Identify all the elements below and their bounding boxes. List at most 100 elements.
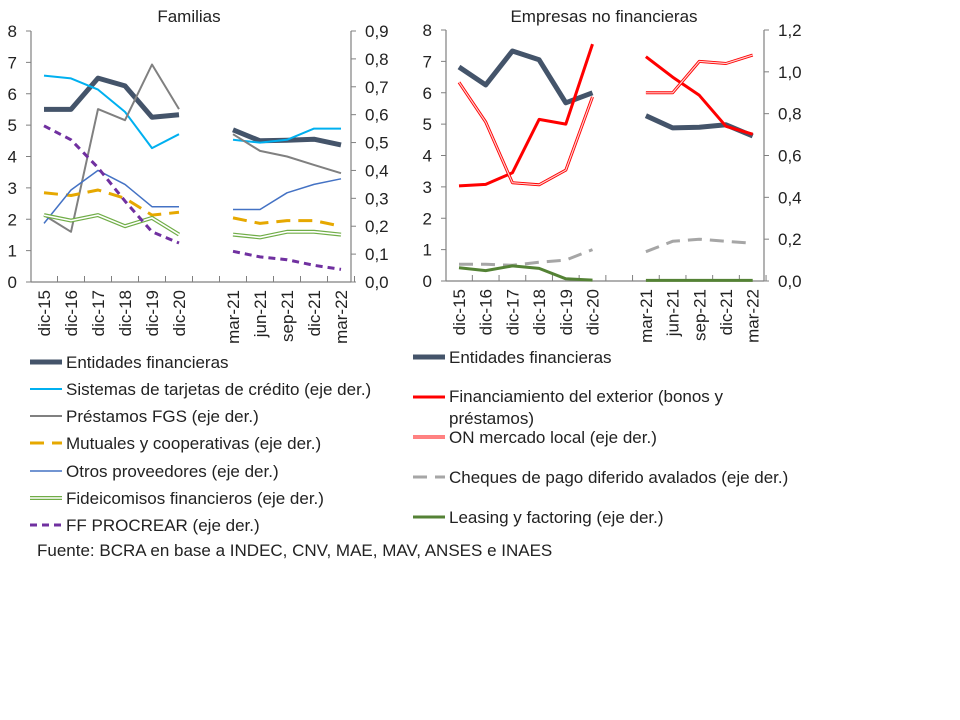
chart-0: Familias 0 1 2 3 4 5 6 7 8 0,0 0,1 0,2 0,3 0,4 0,5 0,6 0,… (8, 7, 389, 535)
x-tick-label: mar-22 (332, 290, 351, 344)
series-line (457, 48, 754, 139)
series-segment (43, 213, 181, 237)
legend-label: Otros proveedores (eje der.) (66, 462, 279, 481)
right-tick-label: 1,0 (778, 63, 802, 82)
legend-label: FF PROCREAR (eje der.) (66, 516, 260, 535)
x-tick-label: dic-17 (503, 289, 522, 335)
right-tick-label: 0,4 (778, 188, 802, 207)
left-tick-label: 7 (423, 52, 432, 71)
left-tick-label: 0 (423, 272, 432, 291)
x-tick-label: dic-21 (717, 289, 736, 335)
x-tick-label: jun-21 (251, 290, 270, 338)
series-segment (43, 124, 180, 245)
right-tick-label: 0,0 (365, 273, 389, 292)
chart-title: Empresas no financieras (510, 7, 697, 26)
x-tick-label: mar-21 (224, 290, 243, 344)
series-segment (644, 55, 754, 136)
series-segment (43, 63, 180, 233)
series-segment (43, 74, 180, 150)
right-tick-label: 0,6 (778, 147, 802, 166)
legend-label: Préstamos FGS (eje der.) (66, 407, 259, 426)
legend-label: Cheques de pago diferido avalados (eje d… (449, 468, 788, 487)
left-tick-label: 4 (423, 147, 432, 166)
series-segment (232, 249, 342, 271)
series-line (458, 43, 754, 188)
chart-1: Empresas no financieras 0 1 2 3 4 5 6 7 8 0,0 0,2 0,… (413, 7, 802, 527)
series-line (43, 74, 342, 150)
left-tick-label: 3 (8, 179, 17, 198)
left-tick-label: 0 (8, 273, 17, 292)
legend-label: Financiamiento del exterior (bonos y pré… (449, 387, 724, 428)
series-line (458, 264, 753, 282)
left-tick-label: 4 (8, 148, 17, 167)
series-segment (233, 178, 342, 211)
x-tick-label: dic-17 (89, 290, 108, 336)
right-tick-label: 0,4 (365, 161, 389, 180)
series-segment (458, 43, 594, 188)
series-line (458, 237, 753, 267)
x-tick-label: dic-18 (530, 289, 549, 335)
series-segment (457, 48, 594, 106)
series-segment (644, 113, 754, 139)
x-tick-label: dic-16 (477, 289, 496, 335)
x-tick-label: dic-18 (116, 290, 135, 336)
right-tick-label: 0,6 (365, 106, 389, 125)
right-tick-label: 0,9 (365, 22, 389, 41)
series-segment-inner (458, 81, 594, 186)
legend-label: Mutuales y cooperativas (eje der.) (66, 434, 321, 453)
series-segment (44, 75, 180, 120)
x-tick-label: dic-16 (62, 290, 81, 336)
legend-label: ON mercado local (eje der.) (449, 428, 657, 447)
left-tick-label: 5 (8, 116, 17, 135)
series-line (43, 169, 342, 224)
left-tick-label: 6 (423, 84, 432, 103)
x-tick-label: dic-21 (305, 290, 324, 336)
series-segment (645, 237, 753, 254)
series-segment (43, 188, 180, 217)
left-tick-label: 8 (8, 22, 17, 41)
right-tick-label: 0,2 (365, 217, 389, 236)
series-line (43, 213, 342, 240)
right-tick-label: 0,8 (778, 105, 802, 124)
chart-title: Familias (157, 7, 220, 26)
left-tick-label: 3 (423, 178, 432, 197)
series-segment (458, 264, 593, 282)
series-segment (232, 216, 342, 228)
x-tick-label: sep-21 (690, 289, 709, 341)
legend-label: Entidades financieras (66, 353, 229, 372)
series-segment (232, 127, 342, 148)
legend-label-wrap: Financiamiento del exterior (bonos y pré… (449, 387, 724, 428)
right-tick-label: 0,8 (365, 50, 389, 69)
x-tick-label: mar-21 (637, 289, 656, 343)
left-tick-label: 7 (8, 53, 17, 72)
right-tick-label: 1,2 (778, 21, 802, 40)
left-tick-label: 1 (423, 241, 432, 260)
series-segment-inner (645, 54, 753, 94)
series-line (457, 53, 754, 187)
series-segment (459, 248, 594, 267)
right-tick-label: 0,0 (778, 272, 802, 291)
legend-label: Leasing y factoring (eje der.) (449, 508, 664, 527)
series-line (43, 124, 342, 271)
series-segment-inner (43, 214, 180, 236)
right-tick-label: 0,7 (365, 78, 389, 97)
left-tick-label: 6 (8, 85, 17, 104)
x-tick-label: dic-15 (35, 290, 54, 336)
x-tick-label: sep-21 (278, 290, 297, 342)
right-tick-label: 0,2 (778, 230, 802, 249)
series-segment (232, 127, 341, 144)
left-tick-label: 8 (423, 21, 432, 40)
right-tick-label: 0,3 (365, 189, 389, 208)
x-tick-label: dic-19 (557, 289, 576, 335)
x-tick-label: jun-21 (664, 289, 683, 337)
x-tick-label: dic-20 (584, 289, 603, 335)
x-tick-label: dic-15 (450, 289, 469, 335)
x-tick-label: mar-22 (744, 289, 763, 343)
x-tick-label: dic-20 (170, 290, 189, 336)
series-line (43, 188, 342, 228)
left-tick-label: 2 (423, 209, 432, 228)
x-tick-label: dic-19 (143, 290, 162, 336)
left-tick-label: 2 (8, 210, 17, 229)
right-tick-label: 0,1 (365, 245, 389, 264)
source-note: Fuente: BCRA en base a INDEC, CNV, MAE, … (37, 541, 553, 560)
